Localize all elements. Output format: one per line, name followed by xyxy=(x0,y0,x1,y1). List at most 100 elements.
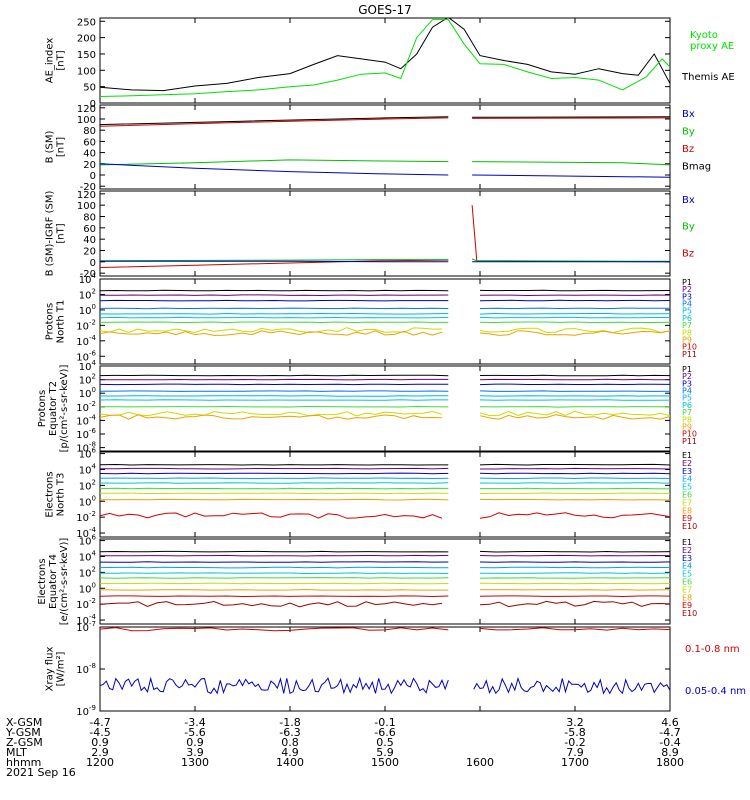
series-line-e9 xyxy=(479,595,670,598)
y-axis-label: [nT] xyxy=(56,137,67,157)
legend-e5: E5 xyxy=(682,483,692,492)
series-line-bx xyxy=(100,260,449,263)
series-line-p4 xyxy=(100,390,449,392)
footer-value: 1200 xyxy=(86,756,114,769)
legend-p7: P7 xyxy=(682,408,692,417)
series-line-e5 xyxy=(479,482,670,484)
panel-frame xyxy=(99,17,671,104)
series-line-p6 xyxy=(479,316,670,319)
series-line-e1 xyxy=(479,463,670,466)
y-tick-label: 80 xyxy=(83,126,96,137)
y-tick-label: 100 xyxy=(77,201,96,212)
series-line-p2 xyxy=(100,378,449,381)
legend-e3: E3 xyxy=(682,554,692,563)
legend-p3: P3 xyxy=(682,292,692,301)
series-line-e1 xyxy=(479,550,670,553)
y-axis-label: Electrons xyxy=(37,558,48,604)
y-axis-label: [W/m²] xyxy=(56,651,67,686)
y-tick-label: 10-8 xyxy=(76,662,96,676)
y-tick-label: 10-2 xyxy=(76,510,96,524)
series-line-e4 xyxy=(479,477,670,480)
y-tick-label: 0 xyxy=(90,99,96,110)
series-line-bz xyxy=(100,259,449,268)
legend-p4: P4 xyxy=(682,387,692,396)
footer-value: -6.3 xyxy=(279,726,300,739)
footer-value: 8.9 xyxy=(661,746,679,759)
series-line-e5 xyxy=(100,572,449,575)
legend-e10: E10 xyxy=(682,522,697,531)
y-tick-label: 50 xyxy=(83,83,96,94)
y-tick-label: 200 xyxy=(77,34,96,45)
y-tick-label: 10-4 xyxy=(76,334,96,348)
legend-e3: E3 xyxy=(682,467,692,476)
series-line-p2 xyxy=(479,294,670,297)
series-line-e9 xyxy=(100,595,449,598)
series-line-e1 xyxy=(100,463,449,466)
ephemeris-footer: 2021 Sep 16 X-GSMY-GSMZ-GSMMLThhmm-4.7-4… xyxy=(5,716,684,779)
legend-e5: E5 xyxy=(682,570,692,579)
y-tick-label: 100 xyxy=(77,66,96,77)
footer-value: 1800 xyxy=(656,756,684,769)
series-group xyxy=(100,374,670,420)
series-group xyxy=(100,550,670,608)
y-axis-label: Equator T4 xyxy=(48,554,59,609)
legend-e7: E7 xyxy=(682,498,692,507)
series-line-p6 xyxy=(100,399,449,401)
series-line-bz xyxy=(471,205,670,263)
series-line-e9 xyxy=(100,512,443,519)
y-tick-label: 104 xyxy=(79,549,97,563)
legend-0-1-0-8-nm: 0.1-0.8 nm xyxy=(685,644,740,655)
footer-value: -0.1 xyxy=(374,716,395,729)
series-line-e10 xyxy=(100,600,443,608)
footer-value: 0.9 xyxy=(186,736,204,749)
footer-value: 1500 xyxy=(371,756,399,769)
footer-value: -0.4 xyxy=(659,736,680,749)
legend-bz: Bz xyxy=(682,248,694,259)
y-tick-label: 60 xyxy=(83,137,96,148)
panel-frame xyxy=(99,626,671,712)
legend-kyoto: Kyoto xyxy=(690,30,718,41)
footer-value: -5.8 xyxy=(564,726,585,739)
series-line-p7 xyxy=(100,321,449,324)
series-line-p5 xyxy=(100,395,449,397)
footer-value: 4.9 xyxy=(281,746,299,759)
y-tick-label: 120 xyxy=(77,104,96,115)
footer-value: -5.6 xyxy=(184,726,205,739)
series-group xyxy=(100,289,670,336)
legend-p6: P6 xyxy=(682,314,692,323)
series-line-p7 xyxy=(100,405,449,408)
y-tick-label: 80 xyxy=(83,213,96,224)
series-line-themis-ae xyxy=(100,18,670,92)
series-line-bx xyxy=(100,163,449,176)
series-group xyxy=(100,116,670,178)
legend-p8: P8 xyxy=(682,415,692,424)
legend-bmag: Bmag xyxy=(682,162,711,173)
footer-value: 4.6 xyxy=(661,716,679,729)
series-line-0-1-0-8-nm xyxy=(100,627,449,632)
series-line-p3 xyxy=(100,383,449,386)
y-tick-label: 10-2 xyxy=(76,318,96,332)
series-line-bmag xyxy=(100,116,449,126)
legend-p5: P5 xyxy=(682,307,692,316)
series-group xyxy=(100,18,670,97)
footer-value: 1700 xyxy=(561,756,589,769)
series-line-e6 xyxy=(100,577,449,579)
legend-themis-ae: Themis AE xyxy=(681,72,735,83)
footer-row-label: hhmm xyxy=(6,756,41,769)
footer-value: 0.5 xyxy=(376,736,394,749)
y-tick-label: 20 xyxy=(83,160,96,171)
legend-e2: E2 xyxy=(682,459,692,468)
y-tick-label: 120 xyxy=(77,190,96,201)
series-line-p3 xyxy=(479,383,670,386)
y-tick-label: 250 xyxy=(77,17,96,28)
footer-value: 1400 xyxy=(276,756,304,769)
legend-e9: E9 xyxy=(682,514,692,523)
legend-p8: P8 xyxy=(682,328,692,337)
series-line-e4 xyxy=(100,477,449,480)
series-line-p1 xyxy=(100,289,449,292)
legend-0-05-0-4-nm: 0.05-0.4 nm xyxy=(685,686,746,697)
series-line-e7 xyxy=(100,492,449,495)
